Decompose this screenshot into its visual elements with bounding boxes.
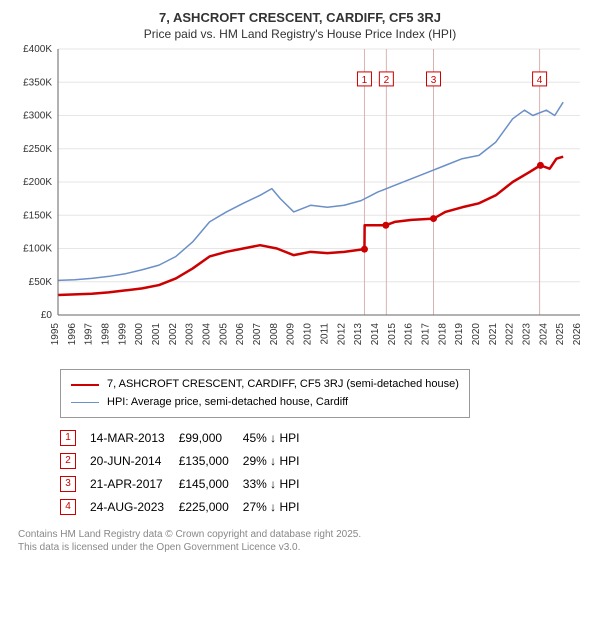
sale-date: 14-MAR-2013 [90, 426, 179, 449]
table-row: 3 21-APR-2017£145,00033% ↓ HPI [60, 472, 313, 495]
chart-title: 7, ASHCROFT CRESCENT, CARDIFF, CF5 3RJ [10, 10, 590, 25]
sale-date: 21-APR-2017 [90, 472, 179, 495]
svg-text:2024: 2024 [538, 323, 549, 346]
legend-row: HPI: Average price, semi-detached house,… [71, 394, 459, 412]
svg-text:2012: 2012 [336, 323, 347, 346]
svg-text:1: 1 [362, 75, 368, 86]
sale-marker: 3 [60, 476, 76, 492]
svg-text:2001: 2001 [151, 323, 162, 346]
svg-text:2023: 2023 [521, 323, 532, 346]
svg-text:1995: 1995 [50, 323, 61, 346]
svg-text:2018: 2018 [437, 323, 448, 346]
table-row: 4 24-AUG-2023£225,00027% ↓ HPI [60, 495, 313, 518]
svg-text:2020: 2020 [471, 323, 482, 346]
sale-date: 24-AUG-2023 [90, 495, 179, 518]
svg-text:£300K: £300K [23, 111, 52, 122]
sale-diff: 27% ↓ HPI [243, 495, 314, 518]
svg-text:2009: 2009 [286, 323, 297, 346]
legend-label: 7, ASHCROFT CRESCENT, CARDIFF, CF5 3RJ (… [107, 376, 459, 394]
price-chart: £0 £50K £100K £150K £200K £250K £300K £350K £400… [10, 41, 590, 361]
table-row: 1 14-MAR-2013£99,00045% ↓ HPI [60, 426, 313, 449]
svg-text:2005: 2005 [218, 323, 229, 346]
sale-price: £225,000 [179, 495, 243, 518]
footer-line-2: This data is licensed under the Open Gov… [18, 541, 590, 554]
svg-text:2017: 2017 [420, 323, 431, 346]
svg-text:3: 3 [431, 75, 437, 86]
sale-marker: 4 [60, 499, 76, 515]
svg-text:£350K: £350K [23, 77, 52, 88]
sale-diff: 33% ↓ HPI [243, 472, 314, 495]
legend-swatch [71, 384, 99, 386]
svg-text:£100K: £100K [23, 244, 52, 255]
sale-marker: 2 [60, 453, 76, 469]
sale-price: £135,000 [179, 449, 243, 472]
svg-text:£400K: £400K [23, 44, 52, 55]
sale-diff: 29% ↓ HPI [243, 449, 314, 472]
svg-text:2022: 2022 [505, 323, 516, 346]
svg-text:2016: 2016 [404, 323, 415, 346]
svg-text:1998: 1998 [101, 323, 112, 346]
svg-text:£50K: £50K [29, 277, 53, 288]
svg-text:2000: 2000 [134, 323, 145, 346]
svg-text:2010: 2010 [303, 323, 314, 346]
svg-text:£150K: £150K [23, 210, 52, 221]
sale-date: 20-JUN-2014 [90, 449, 179, 472]
legend-swatch [71, 402, 99, 403]
svg-text:2003: 2003 [185, 323, 196, 346]
svg-text:2014: 2014 [370, 323, 381, 346]
svg-text:4: 4 [537, 75, 543, 86]
chart-subtitle: Price paid vs. HM Land Registry's House … [10, 27, 590, 41]
sale-marker: 1 [60, 430, 76, 446]
footer-attribution: Contains HM Land Registry data © Crown c… [18, 528, 590, 554]
legend: 7, ASHCROFT CRESCENT, CARDIFF, CF5 3RJ (… [60, 369, 470, 418]
svg-text:£0: £0 [41, 310, 53, 321]
sales-table: 1 14-MAR-2013£99,00045% ↓ HPI 2 20-JUN-2014… [60, 426, 313, 518]
svg-text:2025: 2025 [555, 323, 566, 346]
svg-text:2007: 2007 [252, 323, 263, 346]
svg-text:2004: 2004 [202, 323, 213, 346]
sale-price: £145,000 [179, 472, 243, 495]
svg-text:£200K: £200K [23, 177, 52, 188]
svg-text:1999: 1999 [117, 323, 128, 346]
legend-label: HPI: Average price, semi-detached house,… [107, 394, 348, 412]
sale-diff: 45% ↓ HPI [243, 426, 314, 449]
svg-text:£250K: £250K [23, 144, 52, 155]
svg-text:2: 2 [384, 75, 390, 86]
svg-text:2021: 2021 [488, 323, 499, 346]
svg-text:1997: 1997 [84, 323, 95, 346]
footer-line-1: Contains HM Land Registry data © Crown c… [18, 528, 590, 541]
svg-text:1996: 1996 [67, 323, 78, 346]
svg-text:2026: 2026 [572, 323, 583, 346]
svg-text:2013: 2013 [353, 323, 364, 346]
svg-text:2019: 2019 [454, 323, 465, 346]
svg-text:2008: 2008 [269, 323, 280, 346]
legend-row: 7, ASHCROFT CRESCENT, CARDIFF, CF5 3RJ (… [71, 376, 459, 394]
svg-text:2006: 2006 [235, 323, 246, 346]
table-row: 2 20-JUN-2014£135,00029% ↓ HPI [60, 449, 313, 472]
svg-text:2015: 2015 [387, 323, 398, 346]
svg-text:2002: 2002 [168, 323, 179, 346]
svg-text:2011: 2011 [319, 323, 330, 345]
sale-price: £99,000 [179, 426, 243, 449]
